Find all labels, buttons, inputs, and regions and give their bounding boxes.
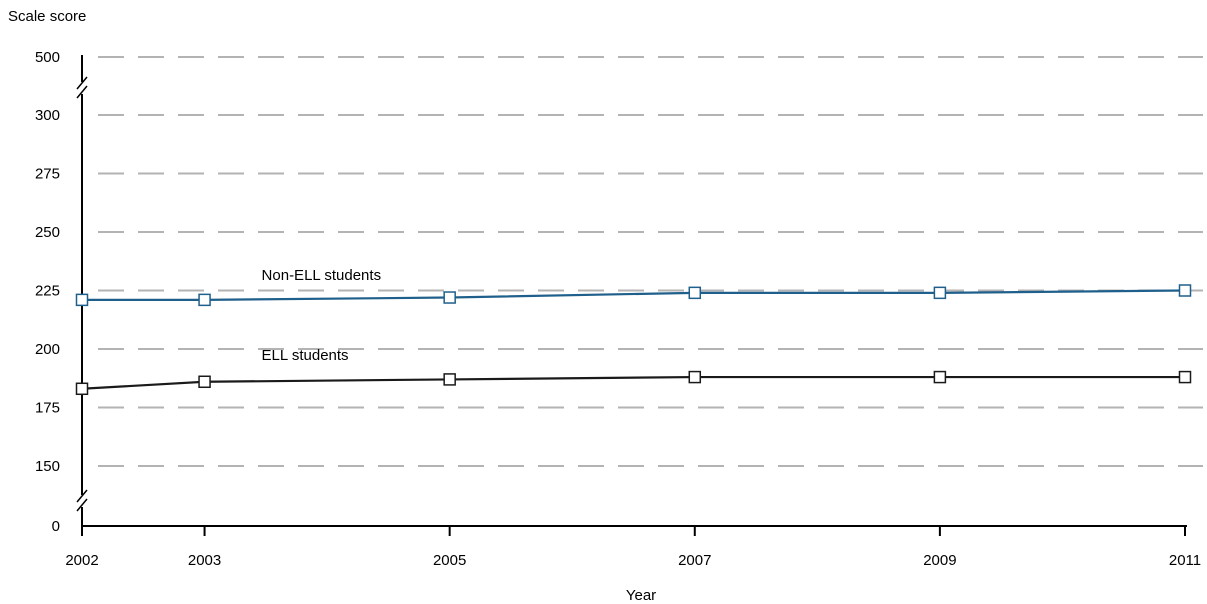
- data-point: [75, 382, 89, 396]
- y-tick-label: 250: [35, 224, 60, 241]
- data-point: [1178, 370, 1192, 384]
- data-point: [443, 291, 456, 304]
- y-tick-label: 0: [52, 518, 60, 535]
- data-point: [933, 286, 947, 300]
- axis-break-mark: [76, 498, 88, 512]
- axis-break-mark: [76, 76, 88, 90]
- data-point: [688, 286, 702, 300]
- x-tick-label: 2007: [678, 552, 711, 569]
- data-point: [198, 375, 211, 389]
- y-tick-label: 175: [35, 400, 60, 417]
- x-tick-label: 2011: [1169, 552, 1201, 569]
- data-point: [688, 370, 702, 384]
- x-tick-label: 2005: [433, 552, 466, 569]
- axis-break-mark: [76, 489, 88, 503]
- series-1: [75, 370, 1192, 396]
- x-axis-title: Year: [626, 587, 656, 604]
- y-tick-label: 275: [35, 166, 60, 183]
- data-point: [198, 293, 211, 307]
- y-tick-label: 500: [35, 49, 60, 66]
- y-tick-label: 300: [35, 107, 60, 124]
- series: [75, 284, 1192, 396]
- axis-break-mark: [76, 85, 88, 99]
- series-0: [75, 284, 1192, 307]
- series-line: [82, 289, 1186, 301]
- x-tick-label: 2003: [188, 552, 221, 569]
- series-label: ELL students: [262, 347, 349, 364]
- gridlines: [98, 56, 1203, 467]
- data-point: [1178, 284, 1192, 297]
- data-point: [933, 370, 947, 384]
- labels: 500 300 275 250 225 200 175 150 0 2002 2003 2005 200…: [35, 49, 1201, 569]
- data-point: [75, 293, 89, 307]
- series-line: [81, 375, 1185, 390]
- axes: [76, 55, 1187, 536]
- x-tick-label: 2002: [65, 552, 98, 569]
- y-axis-title: Scale score: [8, 8, 86, 25]
- data-point: [443, 373, 456, 386]
- x-tick-label: 2009: [923, 552, 956, 569]
- series-label: Non-ELL students: [262, 267, 382, 284]
- y-tick-label: 200: [35, 341, 60, 358]
- y-tick-label: 225: [35, 283, 60, 300]
- y-tick-label: 150: [35, 458, 60, 475]
